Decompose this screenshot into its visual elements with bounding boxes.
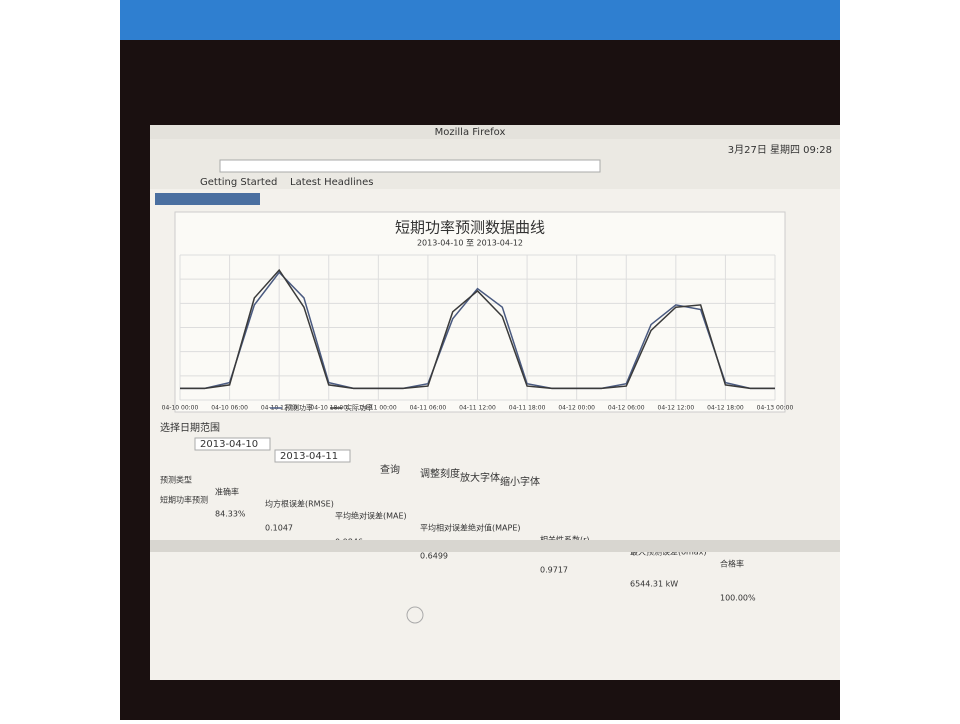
taskbar bbox=[150, 540, 840, 552]
chart-title: 短期功率预测数据曲线 bbox=[395, 219, 545, 237]
window-title: Mozilla Firefox bbox=[435, 127, 506, 138]
bookmark[interactable]: Latest Headlines bbox=[290, 177, 374, 188]
x-tick-label: 04-11 00:00 bbox=[360, 405, 397, 412]
x-tick-label: 04-10 00:00 bbox=[162, 405, 199, 412]
x-tick-label: 04-11 18:00 bbox=[509, 405, 546, 412]
table-cell: 0.9717 bbox=[540, 566, 568, 575]
table-header: 合格率 bbox=[720, 559, 744, 569]
x-tick-label: 04-12 06:00 bbox=[608, 405, 645, 412]
series-line bbox=[180, 268, 775, 390]
table-cell: 100.00% bbox=[720, 594, 756, 603]
table-header: 准确率 bbox=[215, 487, 239, 497]
date-input[interactable] bbox=[274, 449, 351, 463]
table-header: 均方根误差(RMSE) bbox=[265, 499, 334, 509]
table-header: 预测类型 bbox=[160, 475, 192, 485]
table-cell: 0.1047 bbox=[265, 524, 293, 533]
x-tick-label: 04-10 06:00 bbox=[211, 405, 248, 412]
table-cell: 6544.31 kW bbox=[630, 580, 678, 589]
x-tick-label: 04-12 00:00 bbox=[558, 405, 595, 412]
legend-label: 预测功率 bbox=[285, 403, 313, 412]
button[interactable]: 查询 bbox=[380, 463, 400, 476]
table-header: 相关性系数(r) bbox=[540, 535, 590, 545]
x-tick-label: 04-11 12:00 bbox=[459, 405, 496, 412]
table-header: 平均绝对误差(MAE) bbox=[335, 511, 407, 521]
window-titlebar bbox=[150, 125, 840, 139]
x-tick-label: 04-12 18:00 bbox=[707, 405, 744, 412]
table-cell: 0.6499 bbox=[420, 552, 448, 561]
table-cell: 84.33% bbox=[215, 510, 246, 519]
x-tick-label: 04-10 18:00 bbox=[310, 405, 347, 412]
clock: 3月27日 星期四 09:28 bbox=[728, 144, 832, 156]
legend-label: 实际功率 bbox=[345, 403, 373, 412]
chart-subtitle: 2013-04-10 至 2013-04-12 bbox=[417, 239, 523, 248]
wall-screen bbox=[120, 0, 840, 40]
x-tick-label: 04-13 00:00 bbox=[757, 405, 794, 412]
table-header: 平均相对误差绝对值(MAPE) bbox=[420, 523, 521, 533]
bookmark[interactable]: Getting Started bbox=[200, 177, 277, 188]
x-tick-label: 04-12 12:00 bbox=[658, 405, 695, 412]
table-cell: 短期功率预测 bbox=[160, 495, 208, 505]
chart-area bbox=[174, 211, 786, 413]
date-input[interactable] bbox=[194, 437, 271, 451]
series-line bbox=[180, 271, 775, 390]
url-bar[interactable] bbox=[219, 159, 601, 173]
range-label: 选择日期范围 bbox=[160, 421, 220, 434]
date-start[interactable]: 2013-04-10 bbox=[200, 439, 258, 450]
hp-logo bbox=[406, 606, 424, 624]
date-end[interactable]: 2013-04-11 bbox=[280, 451, 338, 462]
button[interactable]: 缩小字体 bbox=[500, 475, 540, 488]
x-tick-label: 04-11 06:00 bbox=[410, 405, 447, 412]
button[interactable]: 调整刻度 bbox=[420, 467, 460, 480]
button[interactable]: 放大字体 bbox=[460, 471, 500, 484]
nav-tabs[interactable] bbox=[155, 193, 260, 205]
